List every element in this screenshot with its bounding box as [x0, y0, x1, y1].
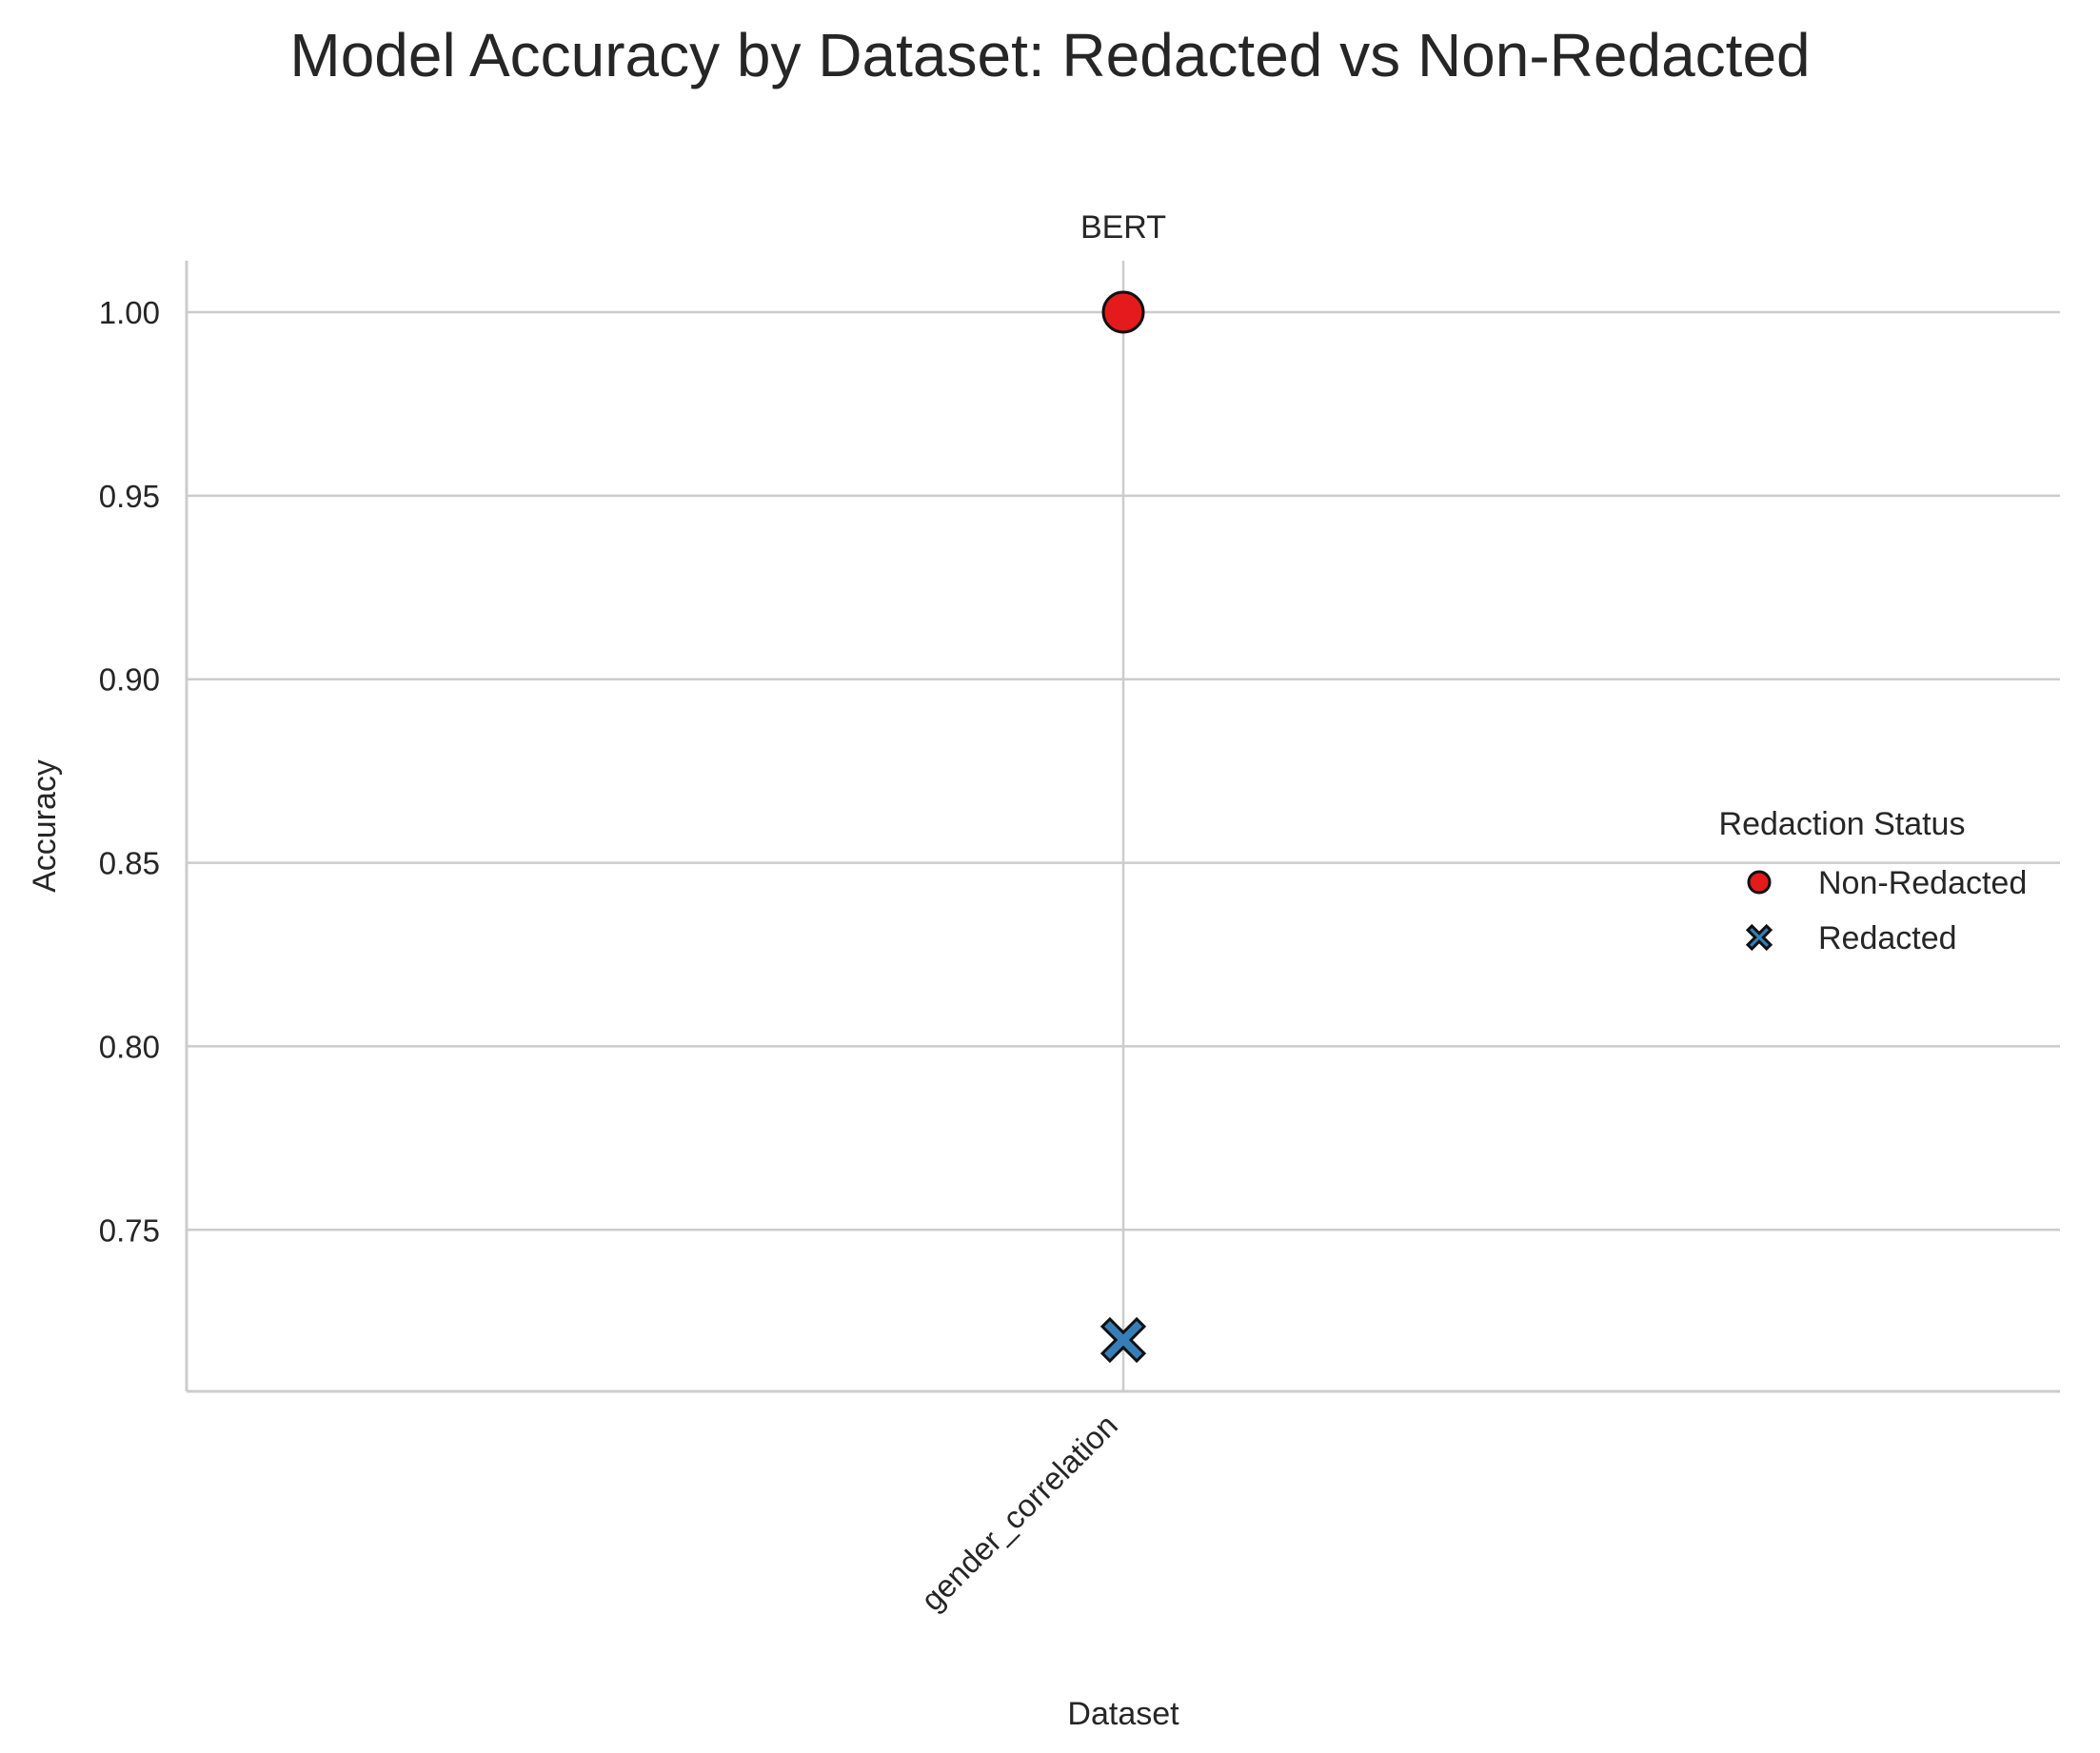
- legend-label: Redacted: [1818, 920, 1957, 956]
- legend-title: Redaction Status: [1719, 806, 1966, 842]
- y-tick-label: 0.80: [99, 1029, 160, 1064]
- x-tick-label: gender_correlation: [914, 1408, 1124, 1618]
- y-axis-label: Accuracy: [27, 759, 63, 893]
- data-point-redacted: [1100, 1316, 1147, 1364]
- y-tick-label: 0.95: [99, 479, 160, 514]
- legend-marker-x: [1745, 923, 1773, 952]
- legend: Redaction Status Non-Redacted Redacted: [1719, 806, 2028, 956]
- data-points: [1100, 290, 1147, 1364]
- y-tick-labels: 0.75 0.80 0.85 0.90 0.95 1.00: [99, 295, 160, 1248]
- y-tick-label: 0.75: [99, 1212, 160, 1248]
- legend-marker-circle: [1747, 870, 1772, 895]
- y-tick-label: 0.90: [99, 662, 160, 698]
- y-tick-label: 1.00: [99, 295, 160, 330]
- x-axis-label: Dataset: [1067, 1696, 1179, 1732]
- y-tick-label: 0.85: [99, 846, 160, 881]
- facet-title: BERT: [1080, 209, 1166, 246]
- legend-label: Non-Redacted: [1818, 865, 2027, 901]
- x-tick-labels: gender_correlation: [914, 1408, 1124, 1618]
- chart-title: Model Accuracy by Dataset: Redacted vs N…: [289, 21, 1810, 89]
- legend-entries: Non-Redacted Redacted: [1745, 865, 2027, 956]
- axes: [185, 261, 2060, 1393]
- data-point-non-redacted: [1101, 290, 1145, 334]
